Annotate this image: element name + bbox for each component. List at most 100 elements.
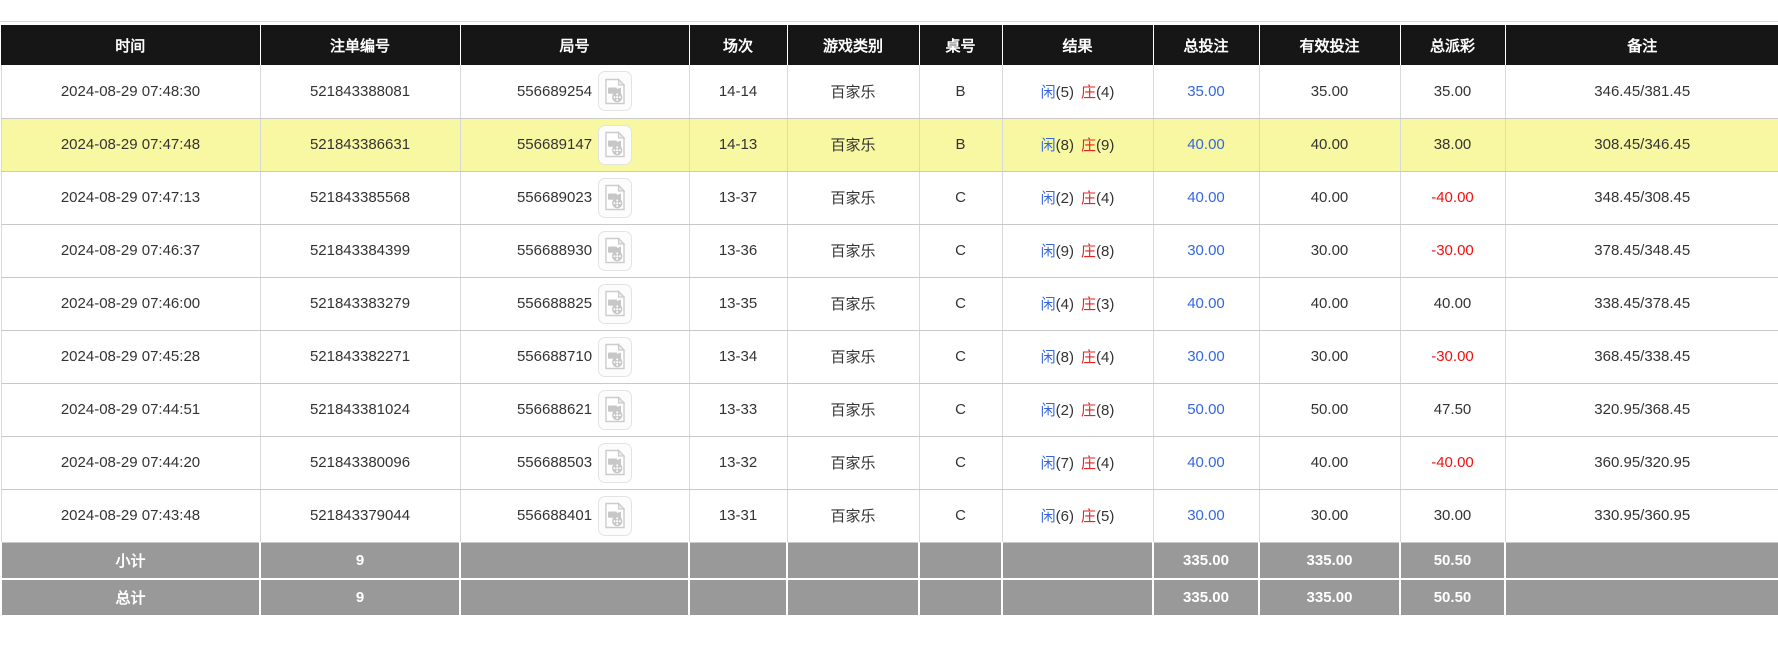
- cell-total_bet: 30.00: [1152, 489, 1260, 543]
- cell-game_type: 百家乐: [786, 171, 920, 225]
- cell-round_id: 556688930: [459, 224, 690, 278]
- cell-remark: 308.45/346.45: [1504, 118, 1778, 172]
- cell-total_bet: 30.00: [1152, 224, 1260, 278]
- cell-result: 闲(8) 庄(4): [1001, 330, 1154, 384]
- cell-total_payout: -30.00: [1399, 330, 1506, 384]
- summary-empty-cell: [786, 578, 920, 617]
- cell-round_id: 556688401: [459, 489, 690, 543]
- cell-session: 13-33: [688, 383, 788, 437]
- cell-bet_id: 521843388081: [259, 65, 461, 119]
- banker-result-label: 庄: [1081, 455, 1097, 472]
- video-replay-button[interactable]: [598, 177, 633, 218]
- cell-valid_bet: 30.00: [1258, 330, 1401, 384]
- banker-result-label: 庄: [1081, 402, 1097, 419]
- cell-total_payout: 47.50: [1399, 383, 1506, 437]
- video-replay-button[interactable]: [598, 230, 633, 271]
- player-result-label: 闲: [1040, 137, 1056, 154]
- cell-result: 闲(4) 庄(3): [1001, 277, 1154, 331]
- bet-record-row: 2024-08-29 07:48:30 521843388081 556689254…: [0, 65, 1778, 119]
- video-replay-button[interactable]: [598, 442, 633, 483]
- cell-total_payout: 35.00: [1399, 65, 1506, 119]
- cell-round_id: 556689023: [459, 171, 690, 225]
- round-id-group: 556688621: [517, 389, 633, 430]
- column-header-game_type: 游戏类别: [787, 25, 920, 65]
- cell-bet_id: 521843386631: [259, 118, 461, 172]
- video-replay-button[interactable]: [598, 124, 633, 165]
- cell-time: 2024-08-29 07:47:48: [0, 118, 261, 172]
- round-id-group: 556688930: [517, 230, 633, 271]
- cell-result: 闲(6) 庄(5): [1001, 489, 1154, 543]
- cell-game_type: 百家乐: [786, 277, 920, 331]
- video-replay-button[interactable]: [598, 336, 633, 377]
- player-result-label: 闲: [1040, 190, 1056, 207]
- summary-empty-cell: [688, 541, 788, 580]
- cell-table_no: C: [918, 436, 1003, 490]
- video-replay-button[interactable]: [598, 495, 633, 536]
- bet-record-row: 2024-08-29 07:45:28 521843382271 556688710…: [0, 330, 1778, 384]
- cell-total_payout: -30.00: [1399, 224, 1506, 278]
- cell-result: 闲(7) 庄(4): [1001, 436, 1154, 490]
- cell-session: 14-14: [688, 65, 788, 119]
- column-header-total_bet: 总投注: [1153, 25, 1260, 65]
- cell-time: 2024-08-29 07:46:00: [0, 277, 261, 331]
- cell-session: 13-32: [688, 436, 788, 490]
- video-replay-button[interactable]: [598, 389, 633, 430]
- player-result-label: 闲: [1040, 83, 1056, 101]
- video-replay-button[interactable]: [598, 71, 633, 112]
- round-id-group: 556688710: [516, 336, 633, 377]
- cell-bet_id: 521843384399: [259, 224, 461, 278]
- round-id-group: 556689147: [516, 124, 633, 165]
- round-id-group: 556689254: [517, 71, 633, 112]
- round-id-value: 556688710: [516, 348, 593, 365]
- round-id-value: 556688401: [516, 507, 593, 524]
- bet-record-row: 2024-08-29 07:44:51 521843381024 556688621…: [0, 383, 1778, 437]
- cell-total_payout: 38.00: [1399, 118, 1506, 172]
- cell-valid_bet: 30.00: [1258, 224, 1401, 278]
- cell-bet_id: 521843382271: [259, 330, 461, 384]
- round-id-value: 556689147: [516, 136, 593, 153]
- cell-total_bet: 30.00: [1152, 330, 1260, 384]
- column-header-total_payout: 总派彩: [1400, 25, 1506, 65]
- cell-game_type: 百家乐: [786, 330, 920, 384]
- cell-result: 闲(2) 庄(4): [1001, 171, 1154, 225]
- player-result-value: (4): [1055, 296, 1074, 313]
- column-header-valid_bet: 有效投注: [1259, 25, 1401, 65]
- summary-empty-cell: [918, 578, 1003, 617]
- video-replay-button[interactable]: [598, 283, 633, 324]
- summary-empty-cell: [459, 541, 690, 580]
- cell-valid_bet: 40.00: [1258, 171, 1401, 225]
- cell-round_id: 556689254: [459, 65, 690, 119]
- cell-total_payout: -40.00: [1399, 171, 1506, 225]
- cell-table_no: B: [918, 65, 1003, 119]
- cell-table_no: C: [918, 383, 1003, 437]
- cell-session: 14-13: [688, 118, 788, 172]
- banker-result-value: (9): [1096, 137, 1115, 154]
- summary-row: 总计 9 335.00 335.00 50.50: [0, 578, 1778, 617]
- summary-empty-cell: [918, 541, 1003, 580]
- cell-game_type: 百家乐: [786, 224, 920, 278]
- cell-result: 闲(9) 庄(8): [1001, 224, 1154, 278]
- cell-table_no: C: [918, 277, 1003, 331]
- summary-empty-cell: [688, 578, 788, 617]
- table-header: 时间 注单编号 局号 场次 游戏类别 桌号 结果 总投注 有效投注 总派彩 备注: [1, 25, 1778, 65]
- banker-result-value: (4): [1096, 83, 1115, 101]
- banker-result-value: (3): [1096, 296, 1115, 313]
- banker-result-label: 庄: [1081, 508, 1097, 525]
- cell-game_type: 百家乐: [786, 436, 920, 490]
- cell-round_id: 556689147: [459, 118, 690, 172]
- cell-table_no: C: [918, 171, 1003, 225]
- cell-result: 闲(2) 庄(8): [1001, 383, 1154, 437]
- header-row: 时间 注单编号 局号 场次 游戏类别 桌号 结果 总投注 有效投注 总派彩 备注: [1, 25, 1778, 65]
- cell-session: 13-37: [688, 171, 788, 225]
- cell-table_no: C: [918, 224, 1003, 278]
- bet-record-row: 2024-08-29 07:47:48 521843386631 556689147…: [0, 118, 1778, 172]
- summary-valid_bet: 335.00: [1258, 578, 1401, 617]
- video-file-icon: [605, 237, 626, 264]
- video-file-icon: [605, 131, 626, 158]
- bet-record-row: 2024-08-29 07:46:00 521843383279 556688825…: [0, 277, 1778, 331]
- cell-remark: 360.95/320.95: [1504, 436, 1778, 490]
- banker-result-value: (5): [1096, 508, 1115, 525]
- cell-result: 闲(5) 庄(4): [1001, 65, 1154, 119]
- player-result-label: 闲: [1040, 508, 1056, 525]
- banker-result-value: (4): [1096, 190, 1115, 207]
